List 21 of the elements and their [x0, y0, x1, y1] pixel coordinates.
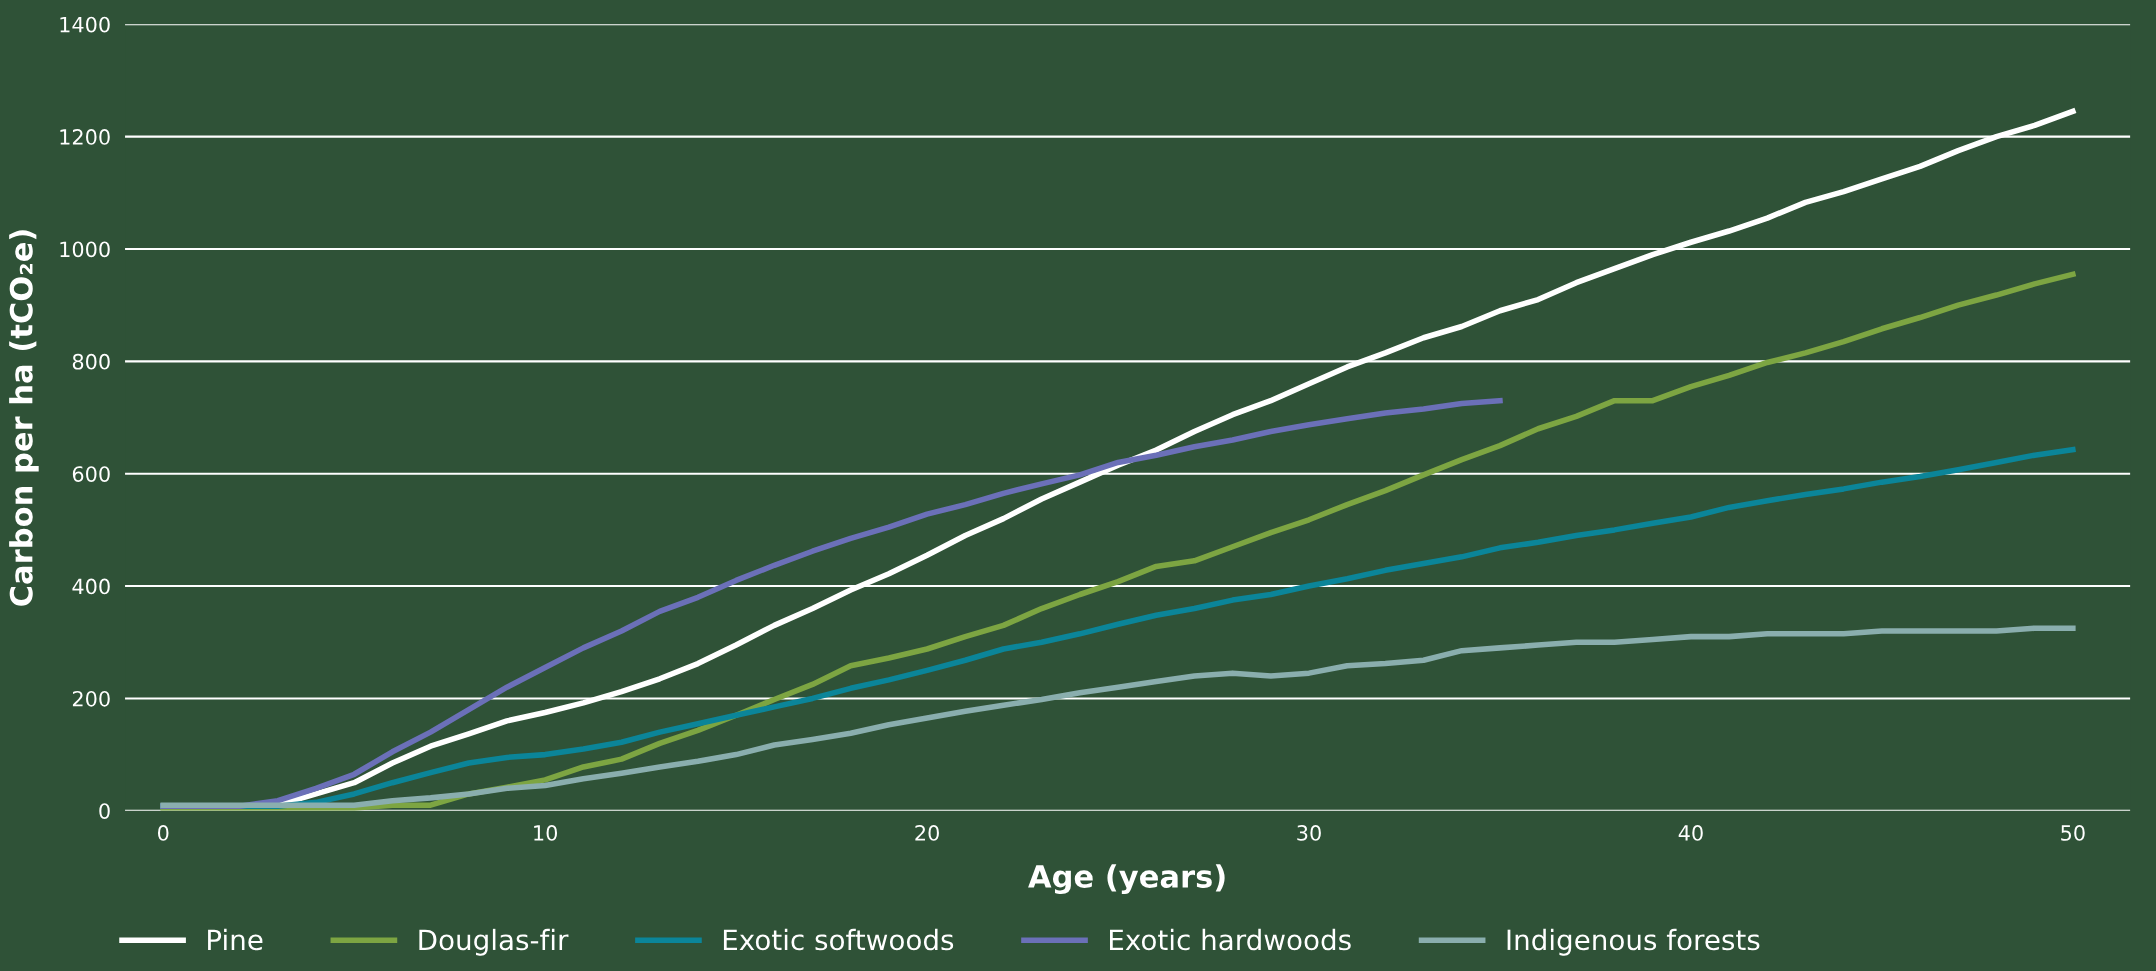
y-tick-label: 800	[72, 353, 110, 370]
y-tick-label: 400	[72, 578, 110, 595]
legend-label: Pine	[208, 928, 263, 951]
y-tick-label: 200	[72, 690, 110, 707]
y-tick-label: 1400	[60, 16, 110, 33]
y-tick-label: 1000	[60, 241, 110, 258]
x-tick-label: 30	[1297, 825, 1321, 841]
y-tick-label: 1200	[60, 129, 110, 145]
legend-label: Douglas-fir	[419, 928, 569, 956]
x-tick-label: 50	[2061, 825, 2085, 841]
legend-label: Exotic hardwoods	[1110, 928, 1351, 951]
x-tick-label: 20	[915, 825, 939, 841]
y-axis-title: Carbon per ha (tCO₂e)	[9, 230, 39, 606]
legend-label: Indigenous forests	[1507, 928, 1760, 956]
x-tick-label: 0	[157, 825, 169, 841]
y-tick-label: 0	[99, 803, 110, 819]
legend-label: Exotic softwoods	[723, 928, 954, 951]
x-tick-label: 10	[534, 825, 558, 841]
x-tick-label: 40	[1678, 825, 1703, 841]
y-tick-label: 600	[72, 466, 110, 482]
x-axis-title: Age (years)	[1028, 864, 1225, 895]
